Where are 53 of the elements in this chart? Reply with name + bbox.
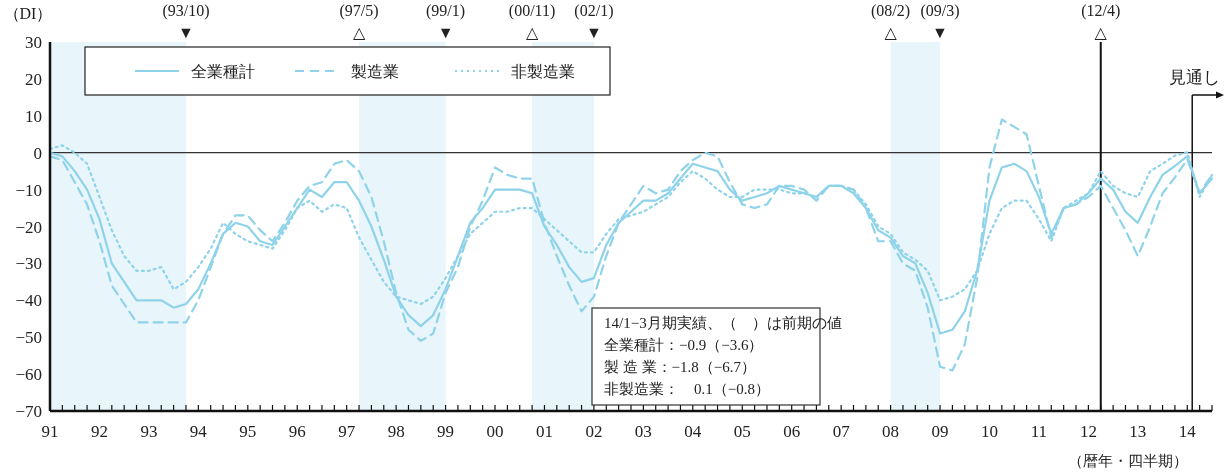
x-tick-label: 02: [585, 422, 603, 441]
x-tick-label: 01: [535, 422, 553, 441]
x-tick-label: 91: [41, 422, 59, 441]
annotation: (02/1) ▼: [574, 2, 614, 41]
annotation: 非製造業： 0.1（−0.8）: [604, 381, 770, 397]
y-tick-label: 0: [33, 143, 42, 163]
y-axis-title: （DI）: [3, 5, 53, 22]
x-tick-label: 09: [931, 422, 949, 441]
y-tick-label: −60: [15, 365, 42, 385]
x-tick-label: 14: [1178, 422, 1197, 441]
x-tick-label: 03: [634, 422, 652, 441]
annotation: (99/1) ▼: [426, 2, 466, 41]
ref-line-label: 見通し: [1169, 68, 1220, 87]
x-tick-label: 12: [1079, 422, 1097, 441]
annotation: (97/5) △: [339, 2, 379, 41]
y-tick-label: −40: [15, 291, 42, 311]
annotation: (12/4) △: [1081, 2, 1121, 41]
x-tick-label: 06: [783, 422, 801, 441]
legend-label: 非製造業: [511, 63, 575, 80]
y-tick-label: 10: [25, 106, 42, 126]
x-tick-label: 11: [1030, 422, 1048, 441]
x-tick-label: 10: [980, 422, 998, 441]
annotation: 全業種計：−0.9（−3.6）: [604, 337, 764, 353]
y-tick-label: 30: [25, 33, 42, 52]
x-tick-label: 07: [832, 422, 851, 441]
x-tick-label: 98: [387, 422, 405, 441]
x-tick-label: 95: [239, 422, 257, 441]
x-tick-label: 97: [338, 422, 356, 441]
annotation: (09/3) ▼: [920, 2, 960, 41]
x-tick-label: 94: [189, 422, 208, 441]
y-tick-label: 20: [25, 69, 42, 89]
legend-label: 全業種計: [191, 63, 255, 80]
y-tick-label: −30: [15, 254, 42, 274]
x-tick-label: 92: [90, 422, 108, 441]
annotation: (93/10) ▼: [162, 2, 210, 41]
x-tick-label: 08: [882, 422, 900, 441]
y-tick-label: −20: [15, 217, 42, 237]
legend-label: 製造業: [351, 63, 399, 80]
annotation: 製 造 業：−1.8（−6.7）: [604, 359, 756, 375]
x-tick-label: 99: [437, 422, 455, 441]
annotation: 14/1−3月期実績、（ ）は前期の値: [604, 315, 842, 331]
x-tick-label: 00: [486, 422, 504, 441]
x-tick-label: 13: [1129, 422, 1147, 441]
x-axis-title: （暦年・四半期）: [1068, 453, 1188, 469]
y-tick-label: −70: [15, 402, 42, 421]
x-tick-label: 04: [684, 422, 702, 441]
y-tick-label: −50: [15, 328, 42, 348]
annotation: (08/2) △: [871, 2, 911, 41]
x-tick-label: 05: [733, 422, 751, 441]
y-tick-label: −10: [15, 180, 42, 200]
x-tick-label: 93: [140, 422, 158, 441]
x-tick-label: 96: [288, 422, 306, 441]
annotation: (00/11) △: [508, 2, 556, 41]
